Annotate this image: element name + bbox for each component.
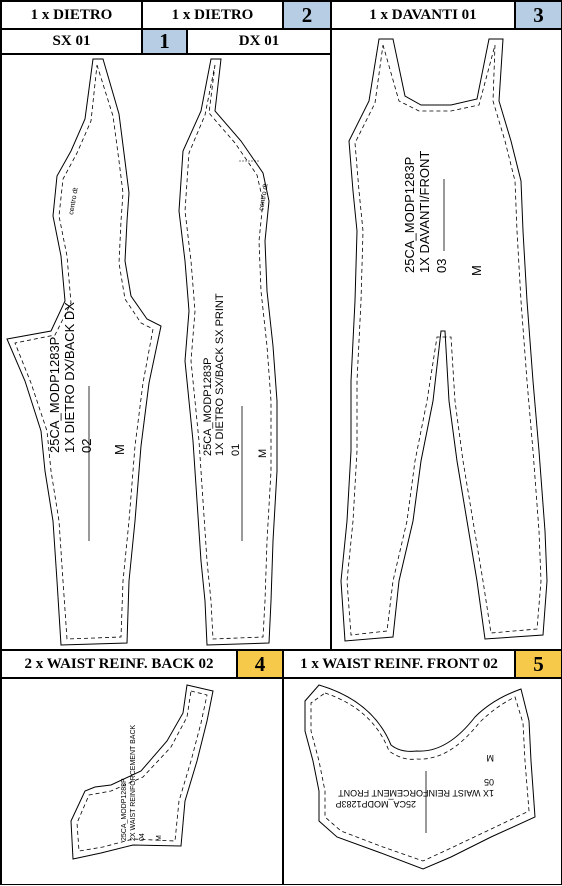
back-dx-label-2: 1X DIETRO DX/BACK DX [62, 302, 77, 453]
pattern-piece-waist-back [70, 684, 214, 860]
header-piece1-side: SX 01 [1, 29, 142, 54]
piece-number-4: 4 [237, 650, 283, 678]
panel-back-pieces [1, 54, 331, 650]
waist-back-label-3: 04 [139, 833, 146, 841]
front-label-2: 1X DAVANTI/FRONT [417, 151, 432, 273]
back-sx-size: M [257, 449, 269, 458]
piece-number-2: 2 [283, 1, 331, 29]
front-label-1: 25CA_MODP1283P [402, 157, 417, 273]
piece-number-1: 1 [142, 29, 187, 54]
back-sx-label-1: 25CA_MODP1283P [202, 358, 214, 456]
waist-back-label-1: 25CA_MODP1283P [121, 778, 128, 841]
header-piece4-qty: 2 x WAIST REINF. BACK 02 [1, 650, 237, 678]
back-dx-label-1: 25CA_MODP1283P [47, 337, 62, 453]
back-dx-label-3: 02 [79, 439, 94, 453]
pattern-piece-waist-front [304, 684, 536, 870]
piece-number-3: 3 [515, 1, 562, 29]
back-dx-size: M [112, 444, 127, 455]
header-piece2-qty: 1 x DIETRO [142, 1, 283, 29]
waist-front-size: M [487, 753, 495, 763]
header-piece3-qty: 1 x DAVANTI 01 [331, 1, 515, 29]
back-dx-mark: centro dt [68, 187, 80, 215]
waist-front-label-1: 25CA_MODP1283P [335, 799, 416, 809]
back-sx-mark: centro dt [258, 183, 270, 211]
waist-front-label-3: 05 [484, 777, 494, 787]
header-piece5-qty: 1 x WAIST REINF. FRONT 02 [283, 650, 515, 678]
back-sx-label-2: 1X DIETRO SX/BACK SX PRINT [214, 293, 226, 456]
waist-back-label-2: 2X WAIST REINFORCEMENT BACK [130, 725, 137, 841]
header-piece2-side: DX 01 [187, 29, 331, 54]
back-sx-label-3: 01 [230, 444, 242, 456]
header-piece1-qty: 1 x DIETRO [1, 1, 142, 29]
pattern-piece-back-dx [6, 58, 162, 646]
pattern-piece-back-sx [178, 58, 278, 646]
waist-front-label-2: 1X WAIST REINFORCEMENT FRONT [338, 788, 494, 798]
pattern-piece-front [340, 38, 548, 642]
front-label-3: 03 [434, 259, 449, 273]
front-size: M [469, 265, 484, 276]
waist-back-size: M [156, 835, 163, 841]
